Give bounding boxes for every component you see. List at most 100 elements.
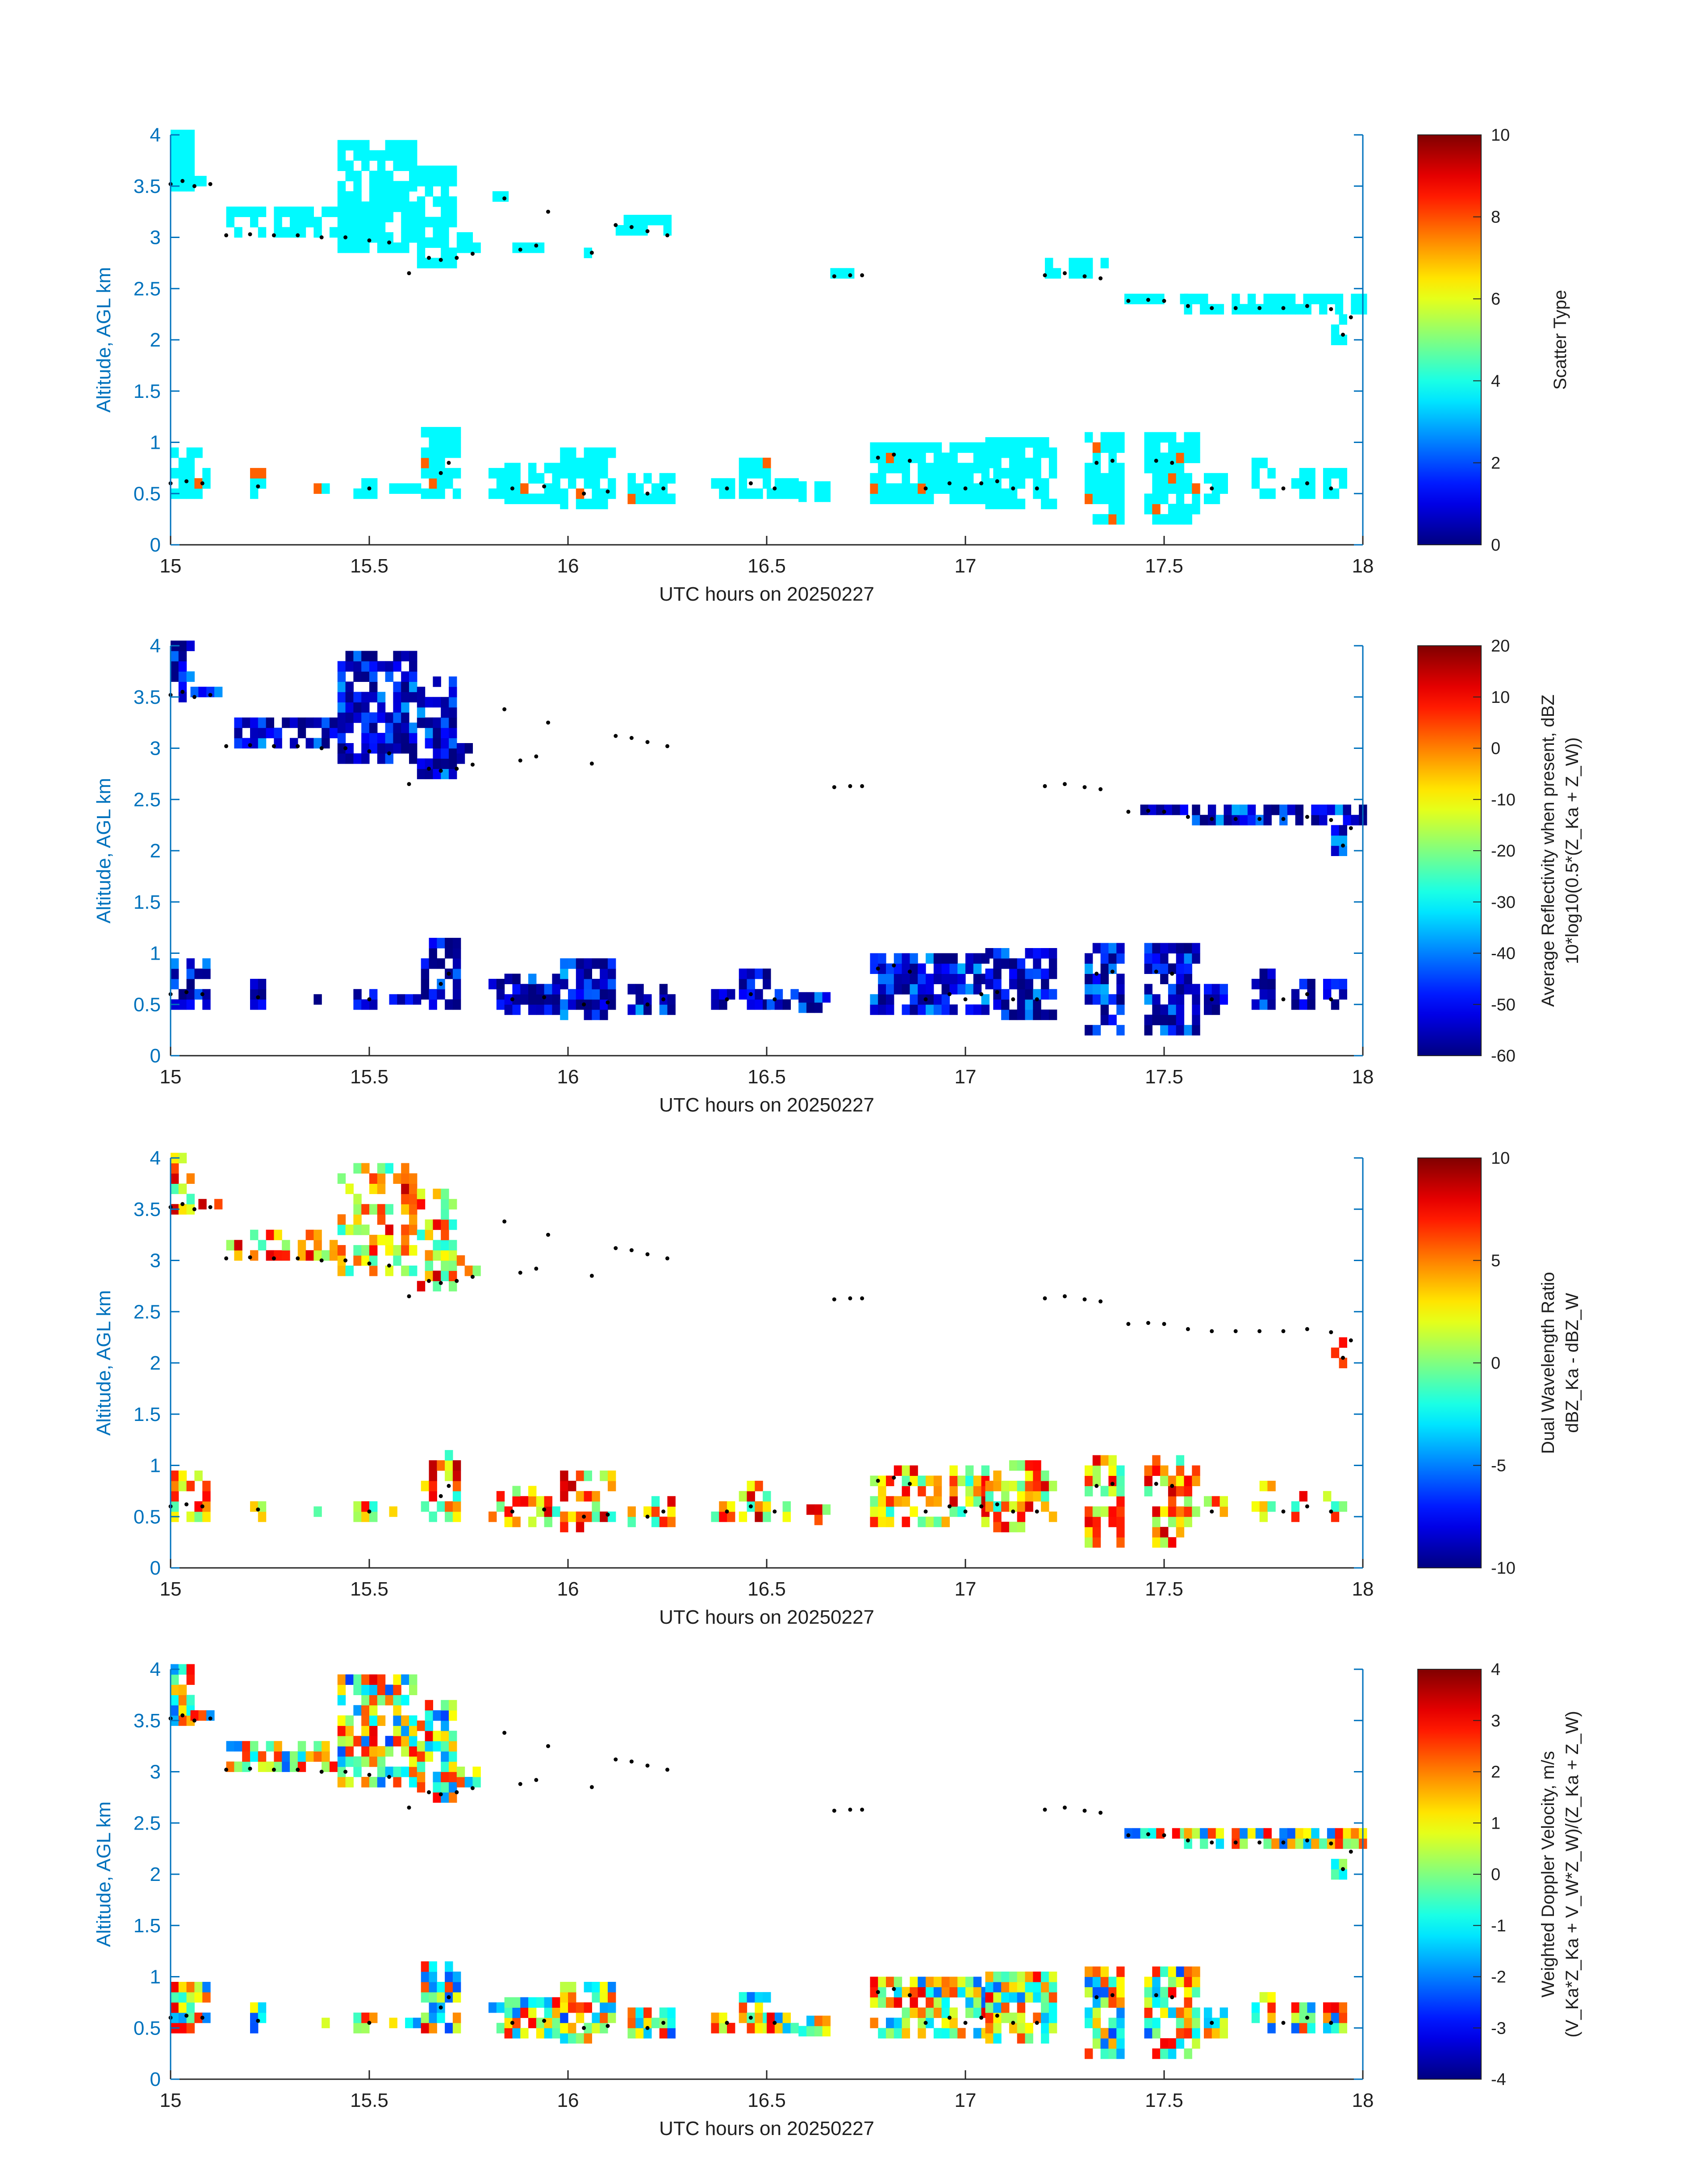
heatmap-cell <box>544 994 552 1005</box>
heatmap-cell <box>985 1480 994 1492</box>
heatmap-cell <box>496 999 505 1010</box>
heatmap-cell <box>1025 1491 1033 1502</box>
heatmap-cell <box>361 1163 370 1174</box>
heatmap-cell <box>194 478 203 489</box>
heatmap-cell <box>1204 994 1212 1005</box>
heatmap-cell <box>353 1736 362 1747</box>
heatmap-cell <box>1100 514 1109 525</box>
heatmap-cell <box>385 242 393 253</box>
y-tick-label: 3 <box>150 1250 161 1272</box>
heatmap-cell <box>202 1992 211 2003</box>
heatmap-cell <box>449 217 457 228</box>
cloud-base-dot <box>296 233 300 238</box>
cloud-base-dot <box>1094 1483 1099 1488</box>
heatmap-cell <box>627 1506 636 1517</box>
heatmap-cell <box>902 483 910 494</box>
heatmap-cell <box>993 447 1002 458</box>
heatmap-cell <box>313 1506 322 1517</box>
heatmap-cell <box>918 473 926 484</box>
heatmap-cell <box>437 478 445 489</box>
cloud-base-dot <box>582 1002 586 1007</box>
heatmap-cell <box>1251 2012 1260 2023</box>
cloud-base-dot <box>248 743 252 748</box>
heatmap-cell <box>965 1496 974 1507</box>
heatmap-cell <box>1307 999 1315 1010</box>
cloud-base-dots <box>168 689 1353 1007</box>
heatmap-cell <box>385 712 393 723</box>
heatmap-cell <box>1311 1828 1320 1839</box>
heatmap-cell <box>1085 1486 1093 1496</box>
cloud-base-dot <box>534 754 539 759</box>
heatmap-cell <box>747 457 755 468</box>
heatmap-cell <box>512 1997 521 2008</box>
heatmap-cell <box>417 1761 426 1772</box>
cloud-base-dot <box>470 1786 475 1790</box>
heatmap-cell <box>560 2022 568 2034</box>
colorbar-tick-label: -10 <box>1491 1559 1516 1578</box>
heatmap-cell <box>409 1777 418 1788</box>
heatmap-cell <box>337 753 346 764</box>
heatmap-cell <box>1168 994 1177 1005</box>
cloud-base-dot <box>923 1509 928 1514</box>
heatmap-cell <box>353 181 362 192</box>
heatmap-cell <box>369 1255 378 1266</box>
cloud-base-dot <box>773 486 777 491</box>
heatmap-cell <box>933 974 942 984</box>
heatmap-cell <box>1219 483 1228 494</box>
cloud-base-dot <box>1233 1329 1238 1333</box>
heatmap-cell <box>472 242 481 253</box>
heatmap-cell <box>886 1517 894 1527</box>
cloud-base-dot <box>343 746 348 750</box>
heatmap-cell <box>1108 1506 1117 1517</box>
heatmap-cell <box>878 1486 886 1496</box>
heatmap-cell <box>993 1471 1002 1481</box>
colorbar-tick-label: -20 <box>1491 842 1516 861</box>
heatmap-cell <box>194 1992 203 2003</box>
heatmap-cell <box>536 473 545 484</box>
heatmap-cell <box>894 493 902 504</box>
heatmap-cell <box>377 1173 386 1184</box>
heatmap-cell <box>1100 1966 1109 1977</box>
heatmap-cell <box>401 733 409 744</box>
heatmap-cell <box>178 692 187 702</box>
heatmap-cell <box>993 948 1002 959</box>
heatmap-cell <box>274 738 282 749</box>
heatmap-cell <box>1295 1838 1304 1849</box>
heatmap-cell <box>1116 1475 1125 1486</box>
heatmap-cell <box>186 1664 195 1675</box>
heatmap-cell <box>965 483 974 494</box>
x-tick-label: 16 <box>557 1578 579 1600</box>
heatmap-cell <box>1025 989 1033 1000</box>
heatmap-cell <box>353 753 362 764</box>
heatmap-cell <box>361 1224 370 1235</box>
heatmap-cell <box>242 717 251 728</box>
heatmap-cell <box>194 989 203 1000</box>
heatmap-cell <box>1219 984 1228 994</box>
heatmap-cell <box>1116 1506 1125 1517</box>
heatmap-cell <box>1152 1997 1161 2008</box>
heatmap-cell <box>1160 1506 1169 1517</box>
heatmap-cell <box>353 222 362 233</box>
heatmap-cell <box>1017 457 1026 468</box>
cloud-base-dot <box>848 1296 852 1300</box>
heatmap-cell <box>1033 1992 1041 2003</box>
heatmap-cell <box>186 2012 195 2023</box>
heatmap-cell <box>1192 504 1200 514</box>
heatmap-cell <box>949 442 958 453</box>
heatmap-cell <box>401 651 409 661</box>
cloud-base-dot <box>367 486 372 491</box>
heatmap-cell <box>1184 442 1192 453</box>
cloud-base-dot <box>510 1509 514 1514</box>
cloud-base-dot <box>502 1219 507 1224</box>
cloud-base-dot <box>1043 273 1047 277</box>
heatmap-cell <box>902 2007 910 2018</box>
heatmap-cell <box>552 463 560 473</box>
heatmap-cell <box>445 2022 453 2034</box>
heatmap-cell <box>1160 1025 1169 1036</box>
heatmap-cell <box>202 2012 211 2023</box>
heatmap-cell <box>353 1204 362 1215</box>
heatmap-cell <box>337 1245 346 1256</box>
heatmap-cell <box>1251 978 1260 990</box>
heatmap-cell <box>1267 1480 1276 1492</box>
heatmap-cell <box>608 1992 616 2003</box>
